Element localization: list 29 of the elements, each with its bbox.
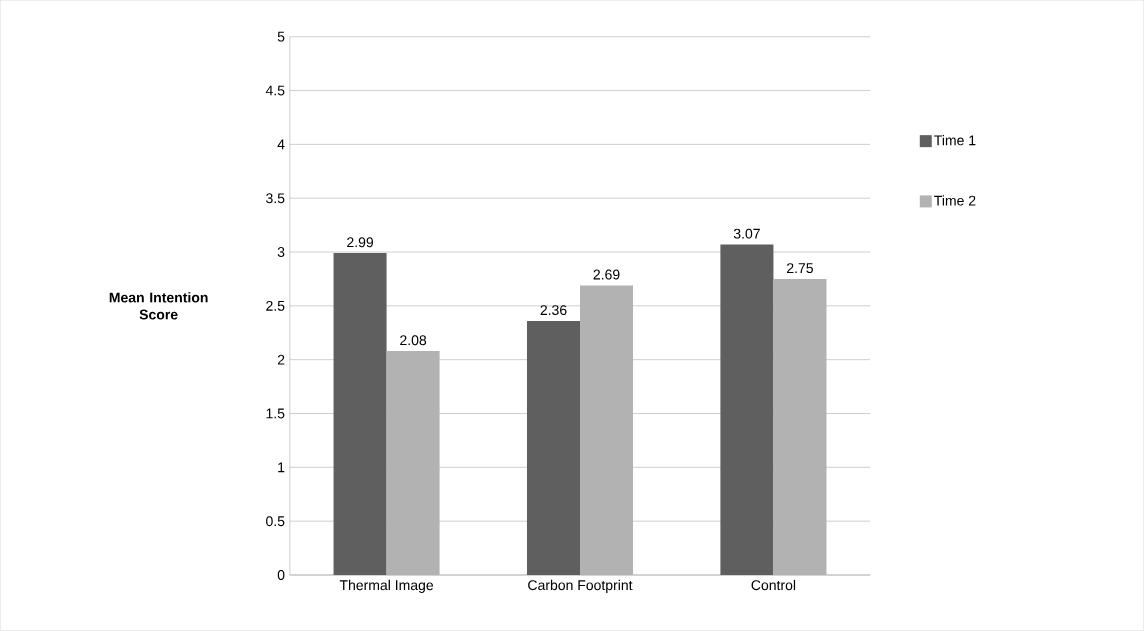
y-tick-label: 3 [277, 247, 285, 258]
data-label: 2.36 [540, 305, 567, 316]
bar [720, 244, 774, 576]
y-tick-label: 1.5 [266, 408, 285, 419]
data-label: 2.99 [347, 237, 374, 248]
y-tick-label: 0 [277, 570, 285, 581]
legend-label: Time 2 [934, 195, 976, 206]
y-tick-label: 4 [277, 139, 285, 150]
data-label: 3.07 [733, 228, 760, 239]
legend-label: Time 1 [934, 135, 976, 146]
data-label: 2.75 [787, 263, 813, 274]
y-tick-label: 4.5 [265, 85, 285, 96]
y-tick-label: 3.5 [266, 193, 285, 204]
bar [773, 279, 827, 576]
bar [333, 253, 387, 576]
bar [386, 351, 440, 576]
y-tick-label: 1 [278, 462, 285, 473]
bar [526, 321, 580, 576]
x-tick-label: Thermal Image [339, 580, 434, 594]
data-label: 2.08 [400, 335, 427, 346]
y-tick-label: 2 [277, 354, 285, 365]
y-tick-label: 5 [277, 31, 285, 42]
y-tick-label: 2.5 [266, 301, 285, 311]
x-tick-label: Carbon Footprint [528, 580, 633, 594]
data-label: 2.69 [593, 269, 620, 280]
x-tick-label: Control [751, 580, 796, 591]
bar [580, 285, 634, 576]
y-tick-label: 0.5 [266, 516, 285, 527]
y-axis-title: Mean Intention Score [109, 292, 208, 320]
